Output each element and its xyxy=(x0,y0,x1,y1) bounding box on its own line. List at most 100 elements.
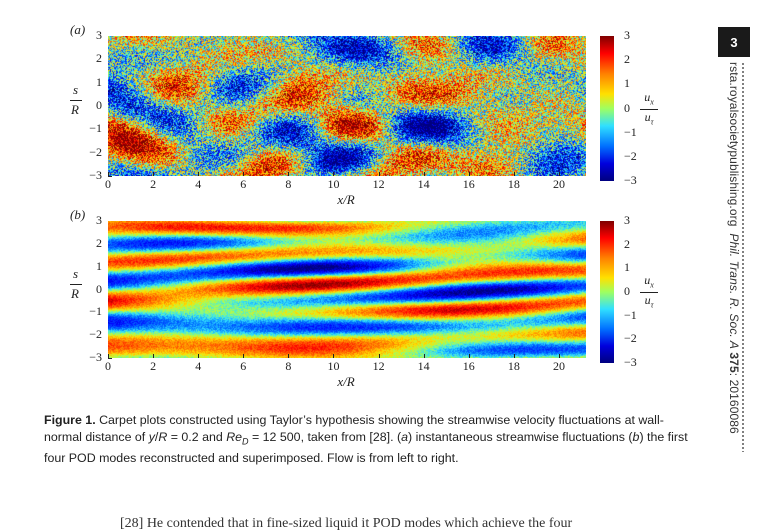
caption-text: ) the first four POD modes reconstructed… xyxy=(44,430,688,466)
y-tick-label: 0 xyxy=(96,98,102,112)
x-tick-mark xyxy=(288,172,290,176)
x-tick-mark xyxy=(468,354,470,358)
x-tick-label: 16 xyxy=(462,177,475,191)
colorbar-tick-label: 0 xyxy=(624,100,630,115)
colorbar-unit-numerator: ux xyxy=(644,89,654,106)
caption-var-b: b xyxy=(632,430,640,444)
x-tick-mark xyxy=(288,354,290,358)
y-axis-label-denominator: R xyxy=(71,285,79,301)
y-tick-label: 0 xyxy=(96,281,102,296)
unit-u: u xyxy=(644,109,651,124)
figure-caption: Figure 1. Carpet plots constructed using… xyxy=(44,412,694,467)
caption-var-R: R xyxy=(158,430,168,444)
x-tick-mark xyxy=(333,172,335,176)
colorbar-tick-label: 1 xyxy=(624,76,630,91)
x-tick-mark xyxy=(558,172,560,176)
caption-text: Carpet plots constructed using Taylor’s … xyxy=(44,413,664,444)
unit-sub-x: x xyxy=(650,96,654,106)
colorbar-tick-label: −1 xyxy=(624,124,637,139)
x-tick-mark xyxy=(333,354,335,358)
unit-sub-x: x xyxy=(650,280,654,290)
caption-sub-D: D xyxy=(242,436,249,447)
unit-fraction-bar xyxy=(640,108,658,110)
colorbar-tick-label: 1 xyxy=(624,260,630,275)
colorbar-tick-label: 2 xyxy=(624,52,630,67)
x-tick-mark xyxy=(243,172,245,176)
unit-u: u xyxy=(644,89,651,104)
x-tick-label: 0 xyxy=(105,177,111,191)
x-tick-mark xyxy=(423,172,425,176)
unit-sub-tau: τ xyxy=(650,117,654,127)
x-tick-label: 16 xyxy=(462,359,475,373)
journal-volume: 375 xyxy=(727,352,741,373)
y-tick-label: −3 xyxy=(89,168,102,182)
x-tick-mark xyxy=(198,354,200,358)
colorbar-unit-denominator: uτ xyxy=(644,293,654,310)
caption-var-a: a xyxy=(401,430,409,444)
x-tick-label: 12 xyxy=(372,359,385,373)
x-tick-label: 6 xyxy=(240,359,247,373)
journal-site[interactable]: rsta.royalsocietypublishing.org xyxy=(727,62,741,227)
y-tick-label: 2 xyxy=(96,235,102,250)
instantaneous-field-image xyxy=(108,36,586,176)
caption-text: = 12 500, taken from [28]. ( xyxy=(248,430,402,444)
unit-u: u xyxy=(644,273,651,287)
x-tick-label: 20 xyxy=(552,359,565,373)
x-tick-mark xyxy=(378,172,380,176)
x-tick-label: 2 xyxy=(150,177,157,191)
x-tick-label: 14 xyxy=(417,177,430,191)
colorbar-tick-label: −3 xyxy=(624,173,637,187)
x-tick-mark xyxy=(513,172,515,176)
y-axis-label-numerator: s xyxy=(73,82,79,97)
x-tick-label: 20 xyxy=(552,177,565,191)
x-tick-mark xyxy=(243,354,245,358)
caption-var-Re: Re xyxy=(226,430,243,444)
carpet-plot-pod-modes xyxy=(108,221,586,358)
x-tick-label: 18 xyxy=(507,177,520,191)
colorbar-unit-denominator: uτ xyxy=(644,109,654,127)
x-tick-mark xyxy=(513,354,515,358)
y-axis-fraction-bar xyxy=(70,283,82,285)
x-tick-label: 14 xyxy=(417,359,430,373)
x-tick-mark xyxy=(153,172,155,176)
x-axis-label: x/R xyxy=(337,374,355,389)
y-tick-label: 1 xyxy=(96,74,102,89)
colorbar-tick-label: 3 xyxy=(624,28,630,42)
x-axis-label: x/R xyxy=(337,192,355,207)
colorbar-unit-numerator: ux xyxy=(644,273,654,290)
y-tick-label: −2 xyxy=(89,327,102,342)
x-tick-mark xyxy=(153,354,155,358)
y-tick-label: −3 xyxy=(89,350,102,364)
y-tick-label: −2 xyxy=(89,144,102,159)
y-axis-fraction-bar xyxy=(70,100,82,101)
x-tick-mark xyxy=(198,172,200,176)
colorbar-tick-label: 2 xyxy=(624,236,630,251)
x-tick-label: 18 xyxy=(507,359,520,373)
y-tick-label: 3 xyxy=(96,28,102,42)
caption-var-y: y xyxy=(148,430,155,444)
x-tick-label: 4 xyxy=(195,177,202,191)
x-tick-mark xyxy=(108,354,109,358)
x-tick-mark xyxy=(468,172,470,176)
dotted-rule xyxy=(742,62,744,452)
y-tick-label: 2 xyxy=(96,51,102,66)
x-tick-mark xyxy=(108,172,109,176)
y-tick-label: 1 xyxy=(96,258,102,273)
journal-side-text: rsta.royalsocietypublishing.org Phil. Tr… xyxy=(727,62,741,434)
y-tick-label: −1 xyxy=(89,304,102,319)
panel-letter: (b) xyxy=(70,207,86,222)
y-tick-label: 3 xyxy=(96,213,102,227)
x-tick-label: 4 xyxy=(195,359,202,373)
body-text-cutoff: [28] He contended that in fine-sized liq… xyxy=(120,516,573,530)
pod-field-image xyxy=(108,221,586,358)
x-tick-label: 10 xyxy=(327,359,340,373)
colorbar-unit-label: ux uτ xyxy=(638,274,660,312)
unit-u: u xyxy=(644,293,651,308)
x-tick-mark xyxy=(558,354,560,358)
carpet-plot-instantaneous xyxy=(108,36,586,176)
page-number-badge: 3 xyxy=(718,27,750,57)
x-tick-label: 0 xyxy=(105,359,111,373)
colorbar-tick-label: 3 xyxy=(624,213,630,227)
y-axis-label-numerator: s xyxy=(73,265,79,281)
colorbar-unit-label: ux uτ xyxy=(638,89,660,129)
